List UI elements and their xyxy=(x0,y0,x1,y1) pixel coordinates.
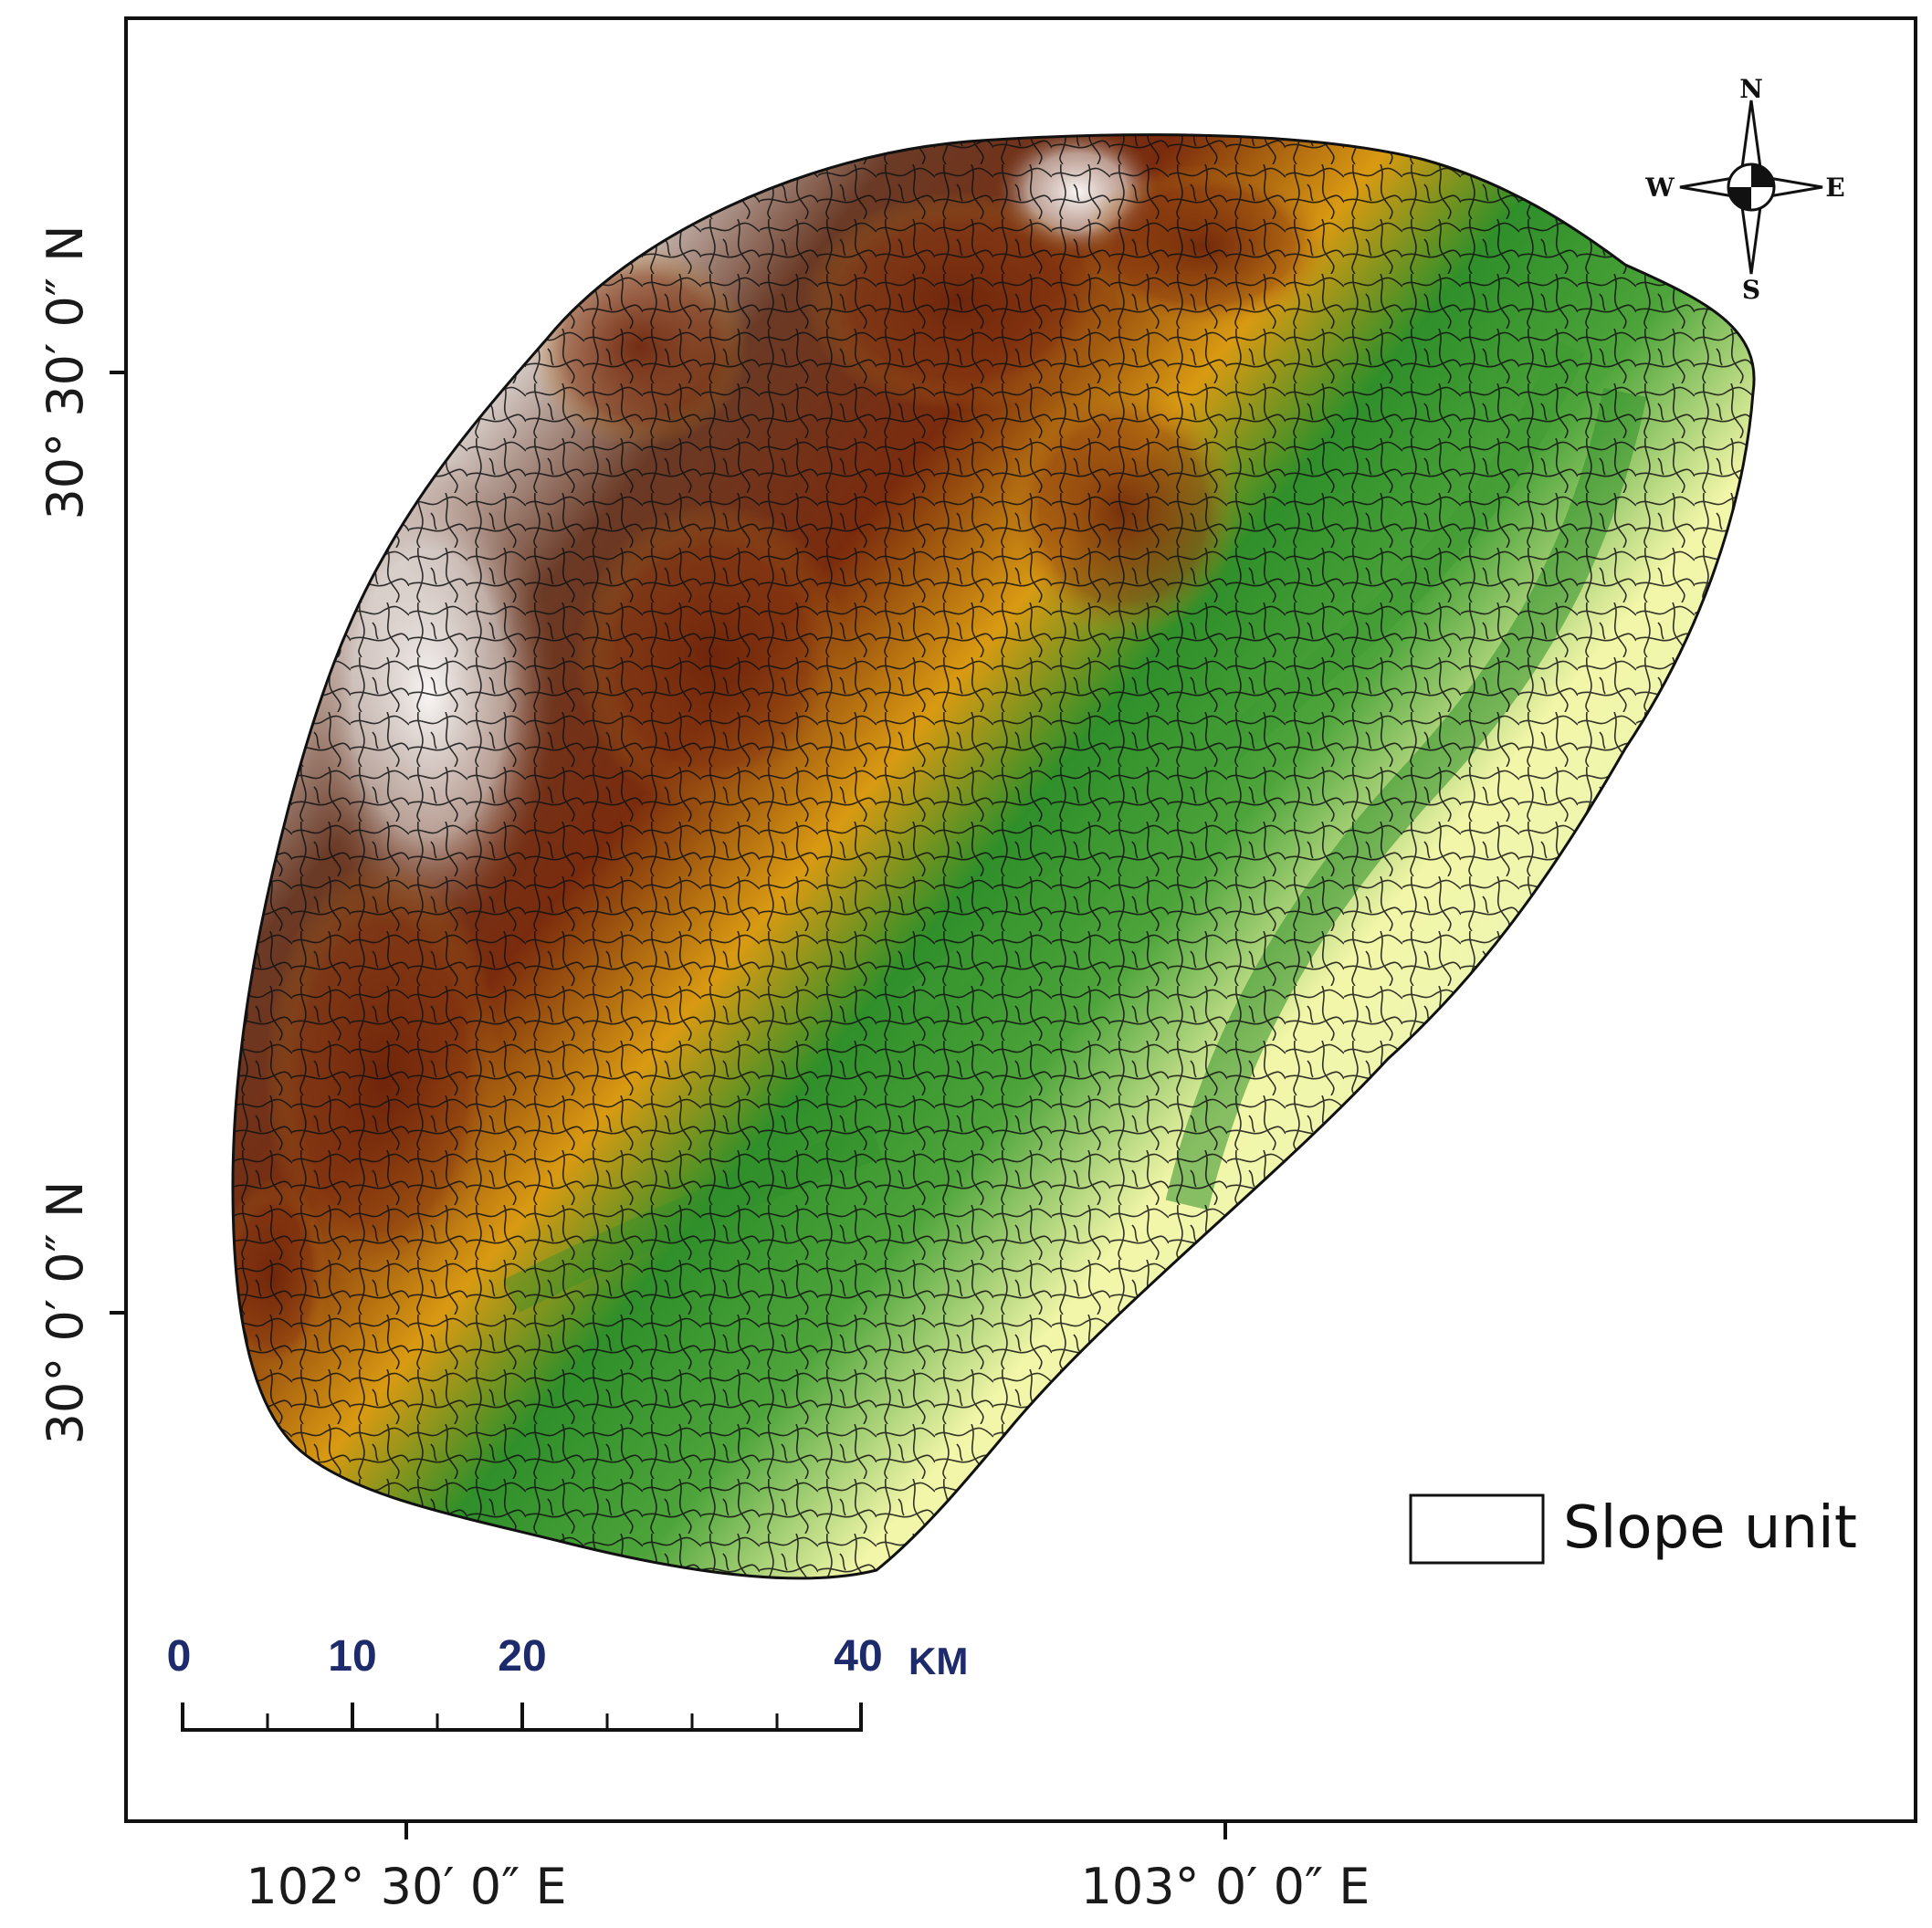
scale-bar: 0 10 20 40 KM xyxy=(167,1632,968,1732)
latitude-ticks xyxy=(110,371,126,1315)
scale-tick-0: 0 xyxy=(167,1632,192,1681)
compass-w-label: W xyxy=(1644,173,1675,203)
scale-tick-40: 40 xyxy=(834,1632,882,1681)
lon-label-103-00: 103° 0′ 0″ E xyxy=(1081,1858,1370,1915)
compass-rose: N S E W xyxy=(1644,74,1844,305)
legend: Slope unit xyxy=(1409,1493,1857,1565)
scale-tick-10: 10 xyxy=(328,1632,376,1681)
lat-label-30-00: 30° 0′ 0″ N xyxy=(37,1181,94,1445)
lat-label-30-30: 30° 30′ 0″ N xyxy=(37,225,94,519)
compass-e-label: E xyxy=(1825,173,1844,203)
scale-tick-20: 20 xyxy=(498,1632,546,1681)
legend-label-slope-unit: Slope unit xyxy=(1563,1494,1857,1562)
compass-s-label: S xyxy=(1742,275,1760,305)
compass-n-label: N xyxy=(1739,74,1763,104)
lon-label-102-30: 102° 30′ 0″ E xyxy=(246,1858,566,1915)
scale-unit: KM xyxy=(908,1640,968,1682)
longitude-ticks xyxy=(404,1821,1227,1839)
legend-swatch-slope-unit xyxy=(1409,1493,1545,1565)
